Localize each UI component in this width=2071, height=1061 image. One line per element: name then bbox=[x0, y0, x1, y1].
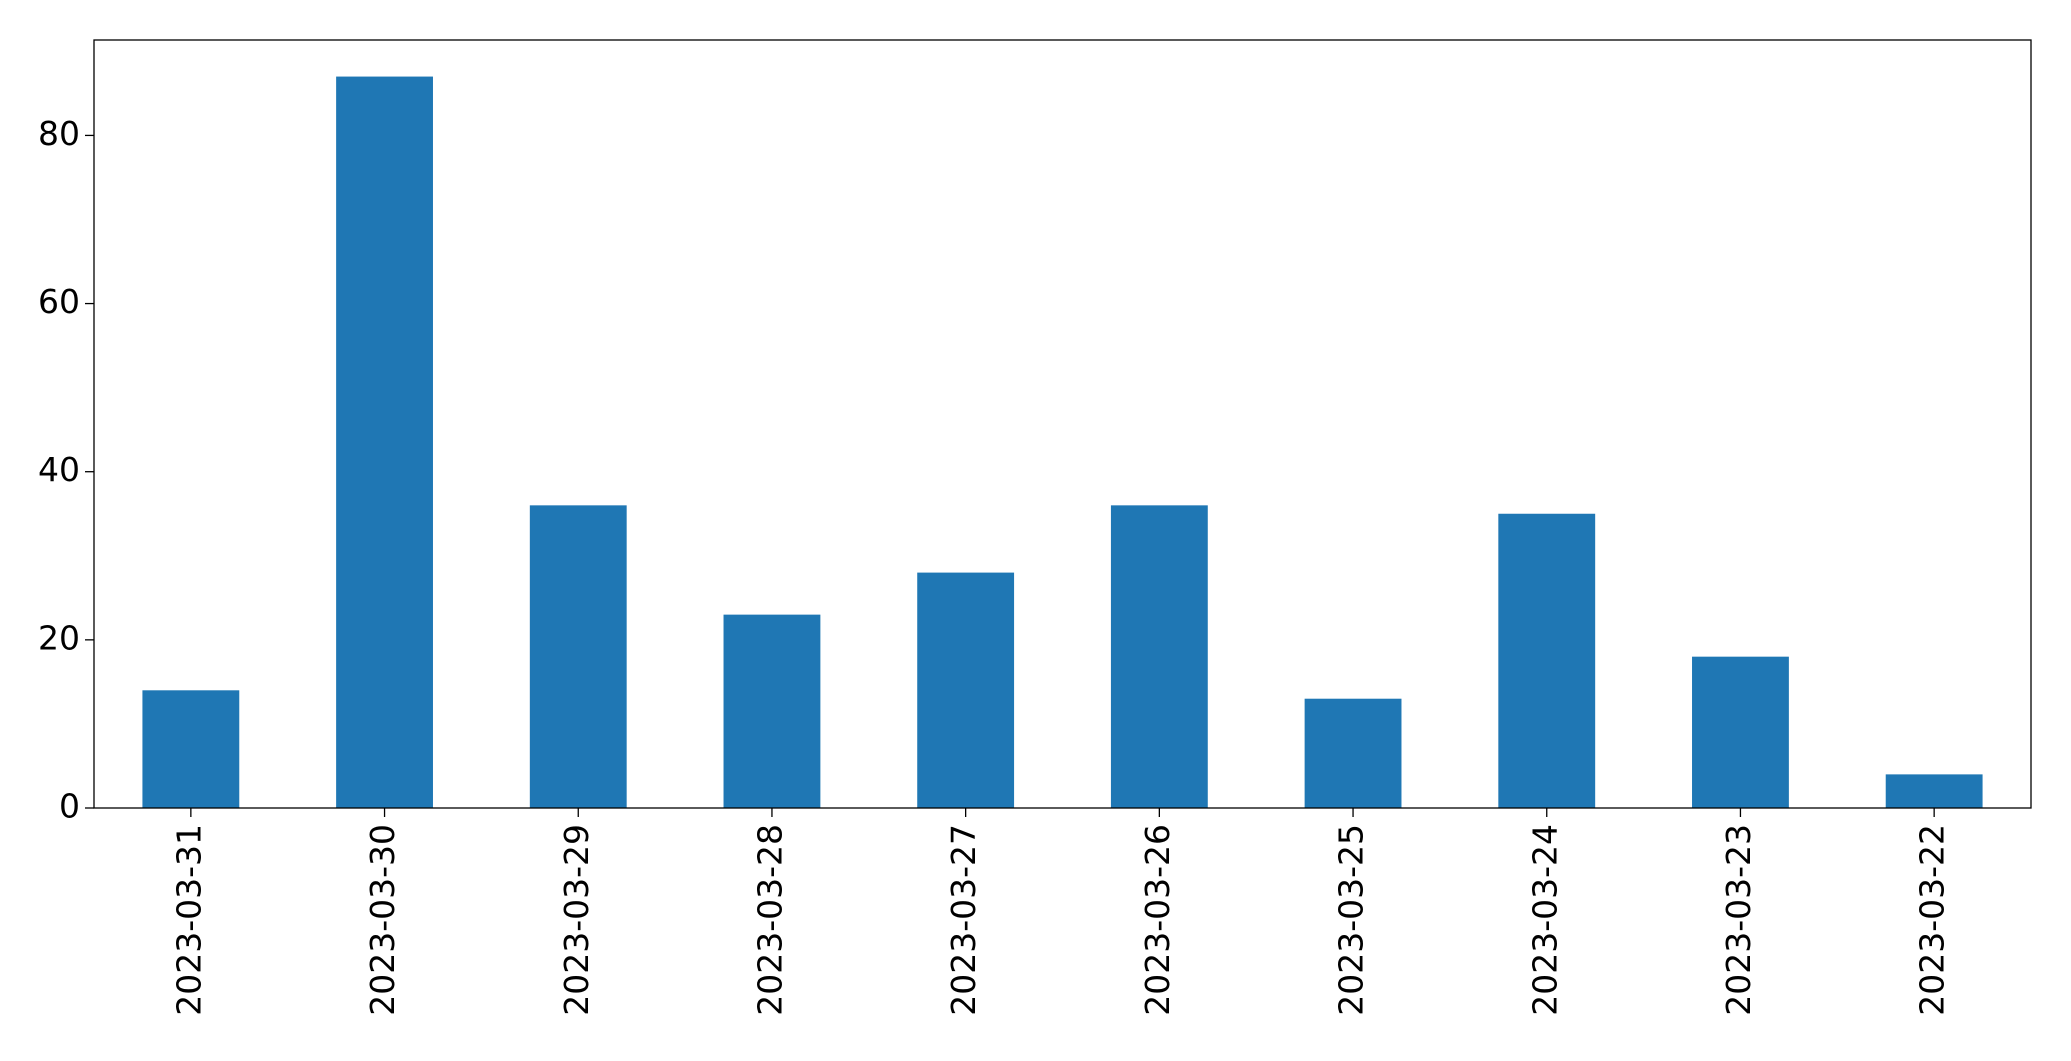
bar bbox=[917, 572, 1015, 808]
y-tick-label: 0 bbox=[59, 787, 80, 826]
y-tick-label: 40 bbox=[38, 450, 80, 489]
bar bbox=[142, 690, 240, 808]
x-tick-label: 2023-03-31 bbox=[169, 824, 208, 1016]
bar bbox=[1885, 774, 1983, 808]
x-tick-label: 2023-03-27 bbox=[944, 824, 983, 1016]
bar bbox=[1498, 513, 1596, 808]
bar bbox=[723, 614, 821, 808]
y-tick-label: 80 bbox=[38, 114, 80, 153]
bar bbox=[1304, 698, 1402, 808]
x-tick-label: 2023-03-23 bbox=[1719, 824, 1758, 1016]
bar bbox=[1692, 656, 1789, 808]
plot-frame bbox=[93, 39, 2032, 809]
x-tick-label: 2023-03-24 bbox=[1525, 824, 1564, 1016]
bar bbox=[529, 505, 627, 808]
x-tick-label: 2023-03-30 bbox=[363, 824, 402, 1016]
x-tick-label: 2023-03-25 bbox=[1332, 824, 1371, 1016]
x-tick-label: 2023-03-29 bbox=[557, 824, 596, 1016]
x-tick-label: 2023-03-22 bbox=[1913, 824, 1952, 1016]
x-tick-label: 2023-03-26 bbox=[1138, 824, 1177, 1016]
bar bbox=[1110, 505, 1208, 808]
y-tick-label: 60 bbox=[38, 282, 80, 321]
y-tick-label: 20 bbox=[38, 618, 80, 657]
bar bbox=[336, 76, 433, 809]
x-tick-label: 2023-03-28 bbox=[750, 824, 789, 1016]
